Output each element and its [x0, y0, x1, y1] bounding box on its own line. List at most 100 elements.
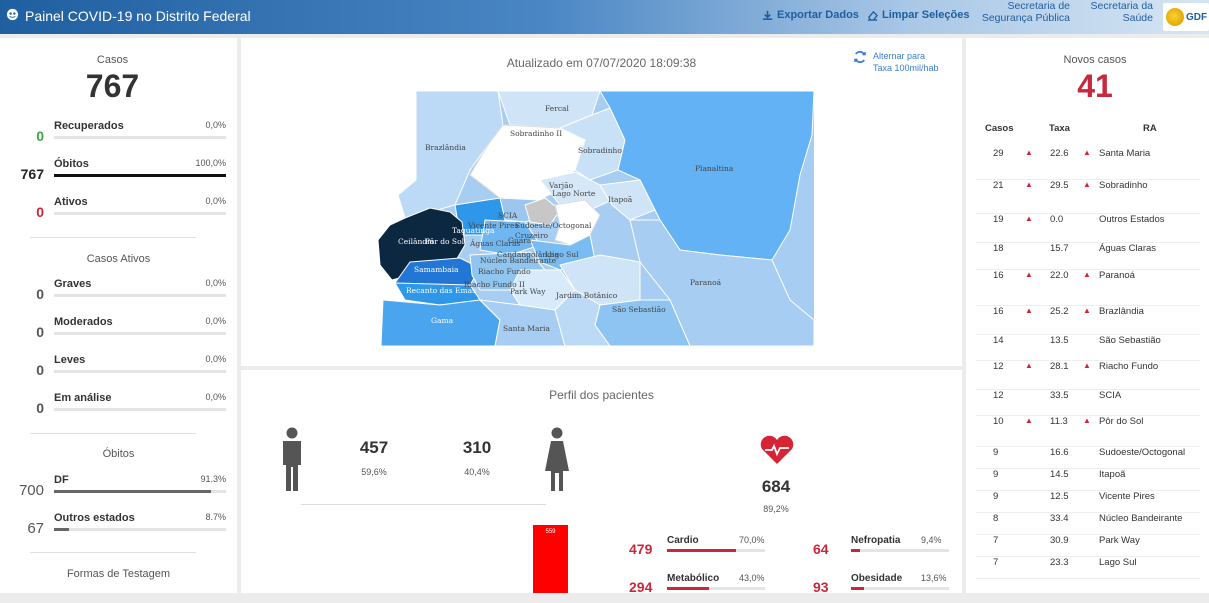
map-label: Sobradinho [578, 146, 622, 155]
obitos-row[interactable]: 700 DF 91.3% [0, 474, 237, 504]
table-row[interactable]: 10 ▲ 11.3 ▲ Pôr do Sol [976, 416, 1200, 447]
condition-item[interactable]: 294 Metabólico 43,0% [629, 573, 769, 603]
map-label: Sudoeste/Octogonal [515, 221, 592, 230]
condition-item[interactable]: 64 Nefropatia 9,4% [813, 535, 953, 565]
heart-icon [760, 435, 794, 464]
female-count: 310 [462, 438, 492, 457]
status-count: 0 [36, 204, 44, 220]
taxa-cell: 22.6 [1050, 148, 1069, 159]
col-header-taxa[interactable]: Taxa [1049, 123, 1070, 134]
taxa-cell: 0.0 [1050, 214, 1064, 225]
condition-pct: 13,6% [921, 573, 947, 583]
table-row[interactable]: 7 30.9 Park Way [976, 535, 1200, 557]
ativos-label: Graves [54, 278, 92, 290]
comorbidity-bar[interactable]: 559 [533, 525, 568, 593]
profile-title: Perfil dos pacientes [549, 388, 654, 402]
table-row[interactable]: 12 33.5 SCIA [976, 390, 1200, 416]
region-itapoa[interactable] [599, 179, 656, 221]
taxa-cell: 25.2 [1050, 306, 1069, 317]
ativos-pct: 0,0% [205, 354, 226, 364]
obitos-bar-fill [54, 528, 69, 531]
table-row[interactable]: 16 ▲ 22.0 ▲ Paranoá [976, 270, 1200, 306]
condition-bar-fill [667, 549, 736, 552]
comorbidity-bar-label: 559 [545, 529, 556, 535]
ativos-row[interactable]: 0 Em análise 0,0% [0, 392, 237, 422]
taxa-cell: 22.0 [1050, 270, 1069, 281]
toggle-rate-button[interactable]: Alternar para Taxa 100mil/hab [853, 50, 939, 74]
ativos-row[interactable]: 0 Moderados 0,0% [0, 316, 237, 346]
clear-selections-button[interactable]: Limpar Seleções [867, 9, 969, 21]
export-data-label: Exportar Dados [777, 9, 859, 21]
condition-label: Obesidade [851, 573, 903, 584]
obitos-label: Outros estados [54, 512, 135, 524]
table-row[interactable]: 21 ▲ 29.5 ▲ Sobradinho [976, 180, 1200, 214]
eraser-icon [867, 10, 878, 21]
map-label: Park Way [510, 287, 546, 296]
ra-cell: Núcleo Bandeirante [1099, 513, 1183, 524]
formas-testagem-title: Formas de Testagem [66, 568, 171, 580]
taxa-cell: 12.5 [1050, 491, 1069, 502]
map-label: Riacho Fundo II [464, 280, 525, 289]
table-row[interactable]: 18 15.7 Águas Claras [976, 243, 1200, 270]
ativos-row[interactable]: 0 Graves 0,0% [0, 278, 237, 308]
status-row[interactable]: 0 Recuperados 0,0% [0, 120, 237, 150]
casos-cell: 16 [993, 270, 1004, 281]
trend-up-icon: ▲ [1083, 270, 1091, 279]
ativos-label: Leves [54, 354, 86, 366]
map-label: Gama [431, 316, 454, 325]
export-data-button[interactable]: Exportar Dados [762, 9, 859, 21]
top-bar: Painel COVID-19 no Distrito Federal Expo… [0, 0, 1209, 34]
condition-bar [851, 549, 949, 552]
col-header-casos[interactable]: Casos [985, 123, 1014, 134]
table-row[interactable]: 19 ▲ 0.0 Outros Estados [976, 214, 1200, 243]
region-aguas-claras[interactable] [479, 219, 541, 256]
taxa-cell: 13.5 [1050, 335, 1069, 346]
ra-cell: Pôr do Sol [1099, 416, 1144, 427]
condition-item[interactable]: 479 Cardio 70,0% [629, 535, 769, 565]
divider [30, 237, 196, 238]
condition-count: 64 [813, 541, 829, 557]
status-count: 767 [20, 166, 44, 182]
table-row[interactable]: 7 23.3 Lago Sul [976, 557, 1200, 579]
condition-pct: 9,4% [921, 535, 942, 545]
trend-up-icon: ▲ [1025, 306, 1033, 315]
ra-cell: Sudoeste/Octogonal [1099, 447, 1186, 458]
table-row[interactable]: 12 ▲ 28.1 ▲ Riacho Fundo [976, 361, 1200, 390]
condition-item[interactable]: 93 Obesidade 13,6% [813, 573, 953, 603]
taxa-cell: 11.3 [1050, 416, 1068, 427]
ativos-count: 0 [36, 324, 44, 340]
obitos-count: 67 [27, 520, 44, 537]
col-header-ra[interactable]: RA [1143, 123, 1157, 134]
table-row[interactable]: 9 14.5 Itapoã [976, 469, 1200, 491]
df-map: Fercal Sobradinho II Brazlândia Sobradin… [377, 90, 815, 347]
condition-count: 294 [629, 579, 653, 595]
ativos-pct: 0,0% [205, 278, 226, 288]
ra-cell: São Sebastião [1099, 335, 1161, 346]
map-label: Vicente Pires [467, 221, 518, 230]
secretaria-saude-link[interactable]: Secretaria da Saúde [1078, 0, 1153, 24]
updated-timestamp: Atualizado em 07/07/2020 18:09:38 [506, 56, 697, 70]
status-row[interactable]: 0 Ativos 0,0% [0, 196, 237, 226]
taxa-cell: 16.6 [1050, 447, 1069, 458]
casos-cell: 12 [993, 361, 1004, 372]
secretaria-seguranca-line1: Secretaria de [1007, 0, 1070, 12]
table-row[interactable]: 8 33.4 Núcleo Bandeirante [976, 513, 1200, 535]
obitos-bar [54, 528, 226, 531]
comorbidity-pct: 89,2% [763, 504, 789, 514]
ra-cell: Brazlândia [1099, 306, 1144, 317]
casos-value: 767 [85, 68, 140, 104]
table-row[interactable]: 29 ▲ 22.6 ▲ Santa Maria [976, 148, 1200, 180]
region-south-east[interactable] [554, 289, 611, 347]
taxa-cell: 33.4 [1050, 513, 1069, 524]
obitos-row[interactable]: 67 Outros estados 8.7% [0, 512, 237, 542]
map-label: Paranoá [690, 278, 722, 287]
obitos-pct: 8.7% [205, 512, 226, 522]
status-row[interactable]: 767 Óbitos 100,0% [0, 158, 237, 188]
table-row[interactable]: 16 ▲ 25.2 ▲ Brazlândia [976, 306, 1200, 335]
secretaria-seguranca-link[interactable]: Secretaria de Segurança Pública [975, 0, 1070, 24]
ativos-row[interactable]: 0 Leves 0,0% [0, 354, 237, 384]
table-row[interactable]: 9 16.6 Sudoeste/Octogonal [976, 447, 1200, 469]
table-row[interactable]: 14 13.5 São Sebastião [976, 335, 1200, 361]
table-row[interactable]: 9 12.5 Vicente Pires [976, 491, 1200, 513]
region-paranoa[interactable] [629, 219, 815, 347]
